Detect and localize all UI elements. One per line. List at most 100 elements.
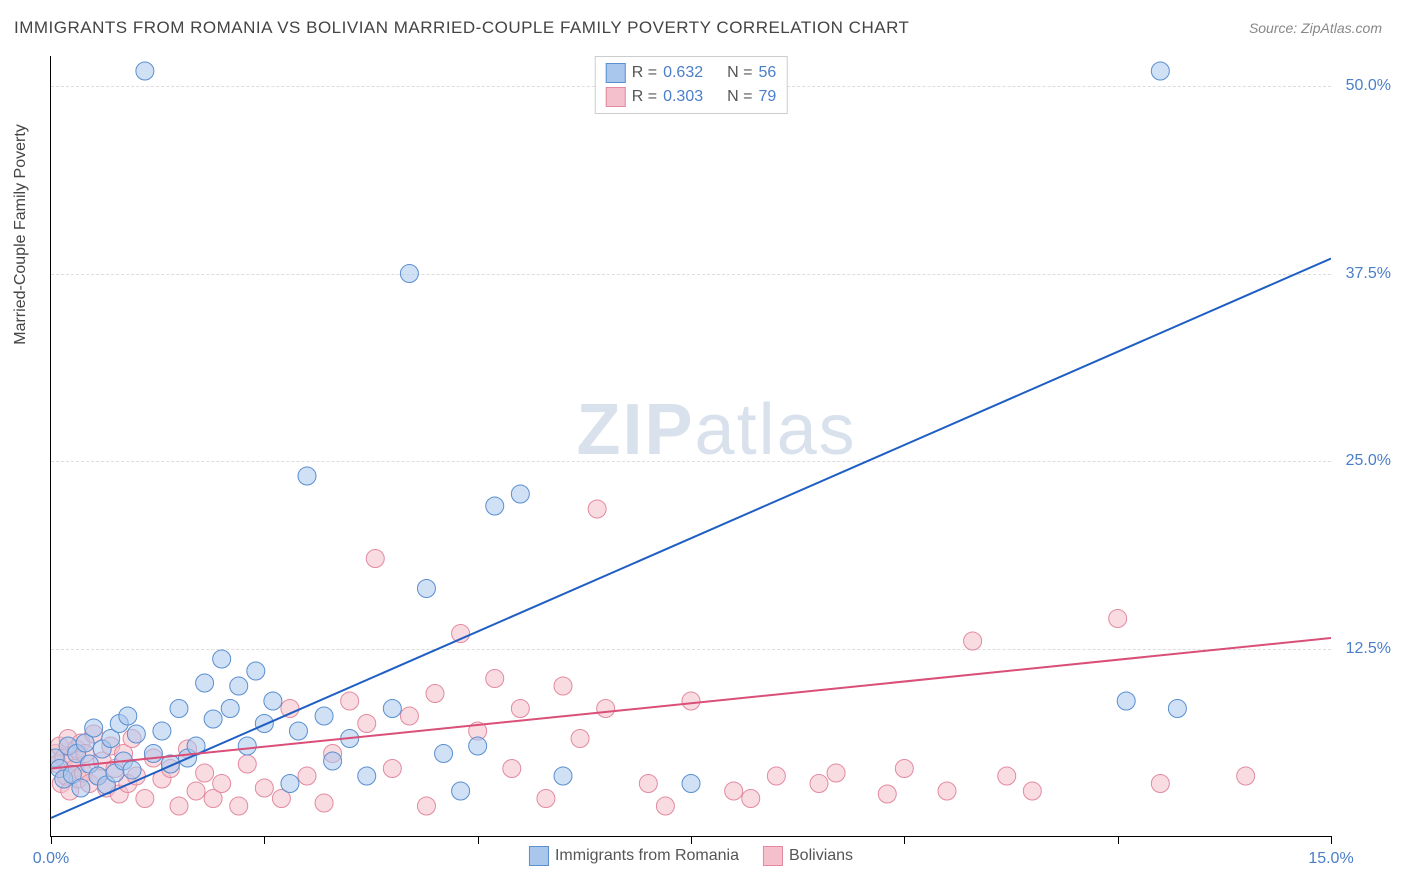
data-point [417, 797, 435, 815]
data-point [1151, 775, 1169, 793]
y-tick-label: 25.0% [1346, 452, 1391, 470]
data-point [204, 710, 222, 728]
r-value-0: 0.632 [663, 64, 703, 82]
data-point [213, 775, 231, 793]
data-point [72, 779, 90, 797]
data-point [383, 700, 401, 718]
data-point [324, 752, 342, 770]
r-label: R = [632, 88, 657, 106]
trend-line [51, 259, 1331, 819]
data-point [230, 677, 248, 695]
legend-row-series-1: R = 0.303 N = 79 [606, 85, 777, 109]
y-tick-label: 12.5% [1346, 640, 1391, 658]
swatch-bottom-0 [529, 846, 549, 866]
data-point [196, 764, 214, 782]
data-point [213, 650, 231, 668]
data-point [426, 685, 444, 703]
data-point [187, 782, 205, 800]
n-value-1: 79 [758, 88, 776, 106]
trend-line [51, 638, 1331, 769]
x-tick-label: 15.0% [1308, 850, 1353, 868]
data-point [486, 670, 504, 688]
series-name-0: Immigrants from Romania [555, 847, 739, 865]
series-name-1: Bolivians [789, 847, 853, 865]
x-tick-label: 0.0% [33, 850, 69, 868]
data-point [1023, 782, 1041, 800]
x-tick [264, 836, 265, 844]
data-point [938, 782, 956, 800]
data-point [255, 779, 273, 797]
data-point [255, 715, 273, 733]
data-point [281, 775, 299, 793]
data-point [123, 761, 141, 779]
x-tick [1331, 836, 1332, 844]
x-tick [691, 836, 692, 844]
data-point [127, 725, 145, 743]
data-point [281, 700, 299, 718]
data-point [511, 485, 529, 503]
data-point [264, 692, 282, 710]
data-point [400, 707, 418, 725]
data-point [221, 700, 239, 718]
data-point [298, 467, 316, 485]
data-point [315, 794, 333, 812]
data-point [486, 497, 504, 515]
data-point [554, 767, 572, 785]
x-tick [904, 836, 905, 844]
data-point [1109, 610, 1127, 628]
data-point [639, 775, 657, 793]
legend-item-0: Immigrants from Romania [529, 846, 739, 866]
r-label: R = [632, 64, 657, 82]
data-point [571, 730, 589, 748]
data-point [503, 760, 521, 778]
y-tick-label: 37.5% [1346, 265, 1391, 283]
n-value-0: 56 [758, 64, 776, 82]
data-point [170, 797, 188, 815]
data-point [417, 580, 435, 598]
data-point [554, 677, 572, 695]
data-point [1237, 767, 1255, 785]
n-label: N = [727, 64, 752, 82]
x-tick [478, 836, 479, 844]
legend-row-series-0: R = 0.632 N = 56 [606, 61, 777, 85]
data-point [878, 785, 896, 803]
y-axis-label: Married-Couple Family Poverty [12, 124, 30, 345]
data-point [469, 737, 487, 755]
data-point [238, 755, 256, 773]
data-point [827, 764, 845, 782]
data-point [136, 790, 154, 808]
data-point [742, 790, 760, 808]
data-point [170, 700, 188, 718]
data-point [537, 790, 555, 808]
data-point [366, 550, 384, 568]
data-point [85, 719, 103, 737]
source-label: Source: ZipAtlas.com [1249, 20, 1382, 36]
data-point [767, 767, 785, 785]
data-point [119, 707, 137, 725]
data-point [358, 715, 376, 733]
data-point [682, 692, 700, 710]
data-point [1168, 700, 1186, 718]
data-point [136, 62, 154, 80]
data-point [998, 767, 1016, 785]
data-point [230, 797, 248, 815]
x-tick [51, 836, 52, 844]
chart-title: IMMIGRANTS FROM ROMANIA VS BOLIVIAN MARR… [14, 18, 909, 38]
data-point [810, 775, 828, 793]
data-point [725, 782, 743, 800]
swatch-series-0 [606, 63, 626, 83]
data-point [400, 265, 418, 283]
y-tick-label: 50.0% [1346, 77, 1391, 95]
r-value-1: 0.303 [663, 88, 703, 106]
series-legend: Immigrants from Romania Bolivians [529, 846, 853, 866]
data-point [1151, 62, 1169, 80]
data-point [383, 760, 401, 778]
data-point [964, 632, 982, 650]
data-point [656, 797, 674, 815]
data-point [597, 700, 615, 718]
swatch-series-1 [606, 87, 626, 107]
data-point [435, 745, 453, 763]
data-point [247, 662, 265, 680]
chart-area: Married-Couple Family Poverty ZIPatlas R… [50, 56, 1331, 837]
data-point [682, 775, 700, 793]
